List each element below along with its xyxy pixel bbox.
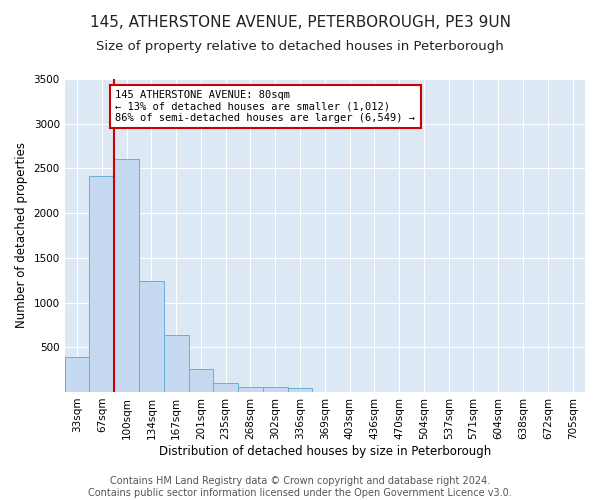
Bar (114, 160, 139, 392)
Y-axis label: Number of detached properties: Number of detached properties (15, 142, 28, 328)
Bar (65, 357, 89, 392)
Bar (164, 334, 188, 392)
Text: Size of property relative to detached houses in Peterborough: Size of property relative to detached ho… (96, 40, 504, 53)
Bar (139, 281, 164, 392)
Bar (238, 386, 263, 392)
Text: Contains HM Land Registry data © Crown copyright and database right 2024.
Contai: Contains HM Land Registry data © Crown c… (88, 476, 512, 498)
Bar (214, 384, 238, 392)
Bar (89, 176, 114, 392)
Bar (188, 368, 214, 392)
Bar (287, 388, 313, 392)
Bar (263, 387, 287, 392)
X-axis label: Distribution of detached houses by size in Peterborough: Distribution of detached houses by size … (159, 444, 491, 458)
Text: 145, ATHERSTONE AVENUE, PETERBOROUGH, PE3 9UN: 145, ATHERSTONE AVENUE, PETERBOROUGH, PE… (89, 15, 511, 30)
Text: 145 ATHERSTONE AVENUE: 80sqm
← 13% of detached houses are smaller (1,012)
86% of: 145 ATHERSTONE AVENUE: 80sqm ← 13% of de… (115, 90, 415, 123)
